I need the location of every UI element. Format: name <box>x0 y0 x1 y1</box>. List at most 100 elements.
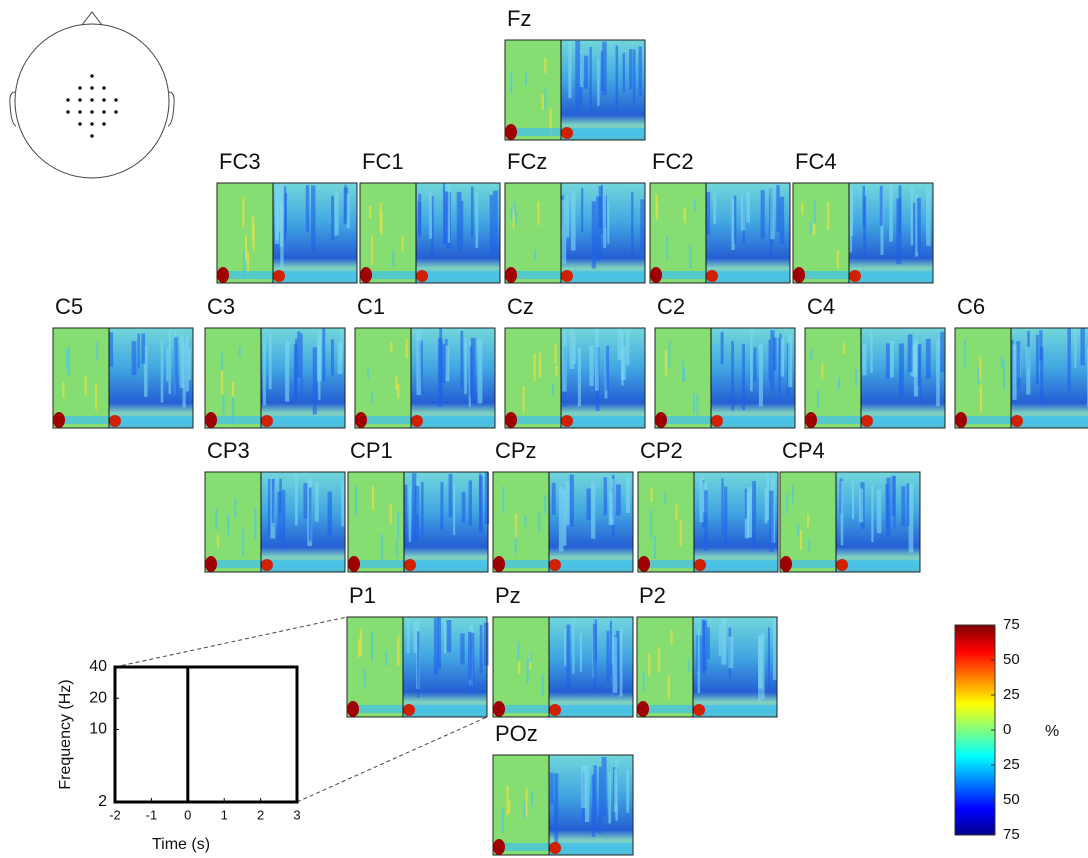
tf-streak <box>759 343 763 406</box>
tf-map <box>355 328 495 428</box>
tf-lowband <box>348 560 488 568</box>
tf-streak <box>817 390 819 409</box>
tf-streak <box>464 338 467 394</box>
tf-lowband <box>217 271 357 279</box>
tf-streak <box>570 474 574 526</box>
tf-streak <box>885 484 888 528</box>
tf-lowband <box>360 271 500 279</box>
tf-hot-spot <box>273 270 285 282</box>
tf-streak <box>328 492 332 537</box>
tf-streak <box>1026 347 1030 395</box>
electrode-dot <box>114 110 117 113</box>
tf-streak <box>223 396 225 415</box>
tf-streak <box>761 190 765 239</box>
tf-map <box>505 40 645 140</box>
tf-hot-spot <box>205 556 217 572</box>
tf-streak <box>490 195 493 258</box>
tf-map <box>638 472 778 572</box>
tf-streak <box>381 534 383 561</box>
tf-streak <box>626 770 629 813</box>
electrode-label: C1 <box>357 294 385 319</box>
tf-streak <box>571 191 575 251</box>
tf-streak <box>601 185 603 234</box>
tf-streak <box>602 757 607 817</box>
tf-streak <box>643 672 645 692</box>
tf-streak <box>606 631 609 682</box>
electrode-label: CP3 <box>207 438 250 463</box>
tf-streak <box>721 617 726 664</box>
tf-hot-spot <box>493 839 505 855</box>
electrode-label: FC1 <box>362 149 404 174</box>
tf-streak <box>132 341 137 375</box>
x-tick-label: 1 <box>221 807 228 822</box>
tf-streak <box>526 788 528 816</box>
tf-streak <box>613 637 618 693</box>
tf-streak <box>664 493 666 505</box>
tf-streak <box>581 765 586 808</box>
tf-map <box>805 328 945 428</box>
tf-hot-spot <box>836 559 848 571</box>
tf-streak <box>593 624 597 692</box>
tf-hot-spot <box>217 267 229 283</box>
tf-streak <box>584 56 588 89</box>
colorbar-tick-label: 75 <box>1003 826 1020 843</box>
tf-streak <box>493 191 498 253</box>
tf-streak <box>964 339 966 369</box>
x-tick-label: -2 <box>109 807 121 822</box>
tf-hot-spot <box>561 415 573 427</box>
tf-streak <box>562 331 566 391</box>
tf-streak <box>407 617 409 653</box>
tf-streak <box>786 493 788 513</box>
tf-streak <box>429 193 432 239</box>
tf-streak <box>769 491 773 552</box>
tf-streak <box>703 620 707 670</box>
tf-streak <box>95 384 97 410</box>
colorbar-tick-label: 0 <box>1003 721 1011 738</box>
tf-streak <box>855 369 857 386</box>
tf-streak <box>272 480 275 524</box>
electrode-label: FC3 <box>219 149 261 174</box>
tf-streak <box>926 339 931 379</box>
y-tick-label: 2 <box>98 793 107 810</box>
tf-streak <box>318 339 320 400</box>
tf-hot-spot <box>549 842 561 854</box>
colorbar-tick-label: 50 <box>1003 651 1020 668</box>
tf-hot-spot <box>561 270 573 282</box>
tf-streak <box>821 363 823 379</box>
tf-streak <box>518 662 520 674</box>
tf-streak <box>232 382 234 397</box>
tf-streak <box>85 377 87 396</box>
tf-streak <box>776 185 779 232</box>
tf-streak <box>552 483 556 515</box>
tf-streak <box>768 340 770 381</box>
tf-streak <box>1003 361 1005 390</box>
x-tick-label: -1 <box>146 807 158 822</box>
tf-streak <box>406 339 408 358</box>
tf-hot-spot <box>1011 415 1023 427</box>
tf-streak <box>514 202 516 215</box>
tf-hot-spot <box>348 556 360 572</box>
electrode-label: CP1 <box>350 438 393 463</box>
tf-streak <box>1016 341 1020 388</box>
tf-streak <box>894 476 896 528</box>
tf-streak <box>358 639 360 657</box>
tf-streak <box>591 483 595 539</box>
tf-hot-spot <box>261 415 273 427</box>
tf-streak <box>676 504 678 519</box>
tf-streak <box>137 334 139 369</box>
tf-post <box>549 755 633 855</box>
electrode-label: CP2 <box>640 438 683 463</box>
tf-streak <box>780 339 784 377</box>
tf-hot-spot <box>650 267 662 283</box>
tf-streak <box>360 629 362 657</box>
tf-streak <box>980 385 982 412</box>
tf-streak <box>396 540 398 558</box>
tf-hot-spot <box>505 124 517 140</box>
tf-streak <box>809 222 811 233</box>
tf-streak <box>478 339 483 403</box>
tf-streak <box>380 213 382 234</box>
tf-streak <box>461 201 463 247</box>
tf-lowband <box>53 416 193 424</box>
tf-streak <box>355 486 357 515</box>
electrode-label: Pz <box>495 583 521 608</box>
